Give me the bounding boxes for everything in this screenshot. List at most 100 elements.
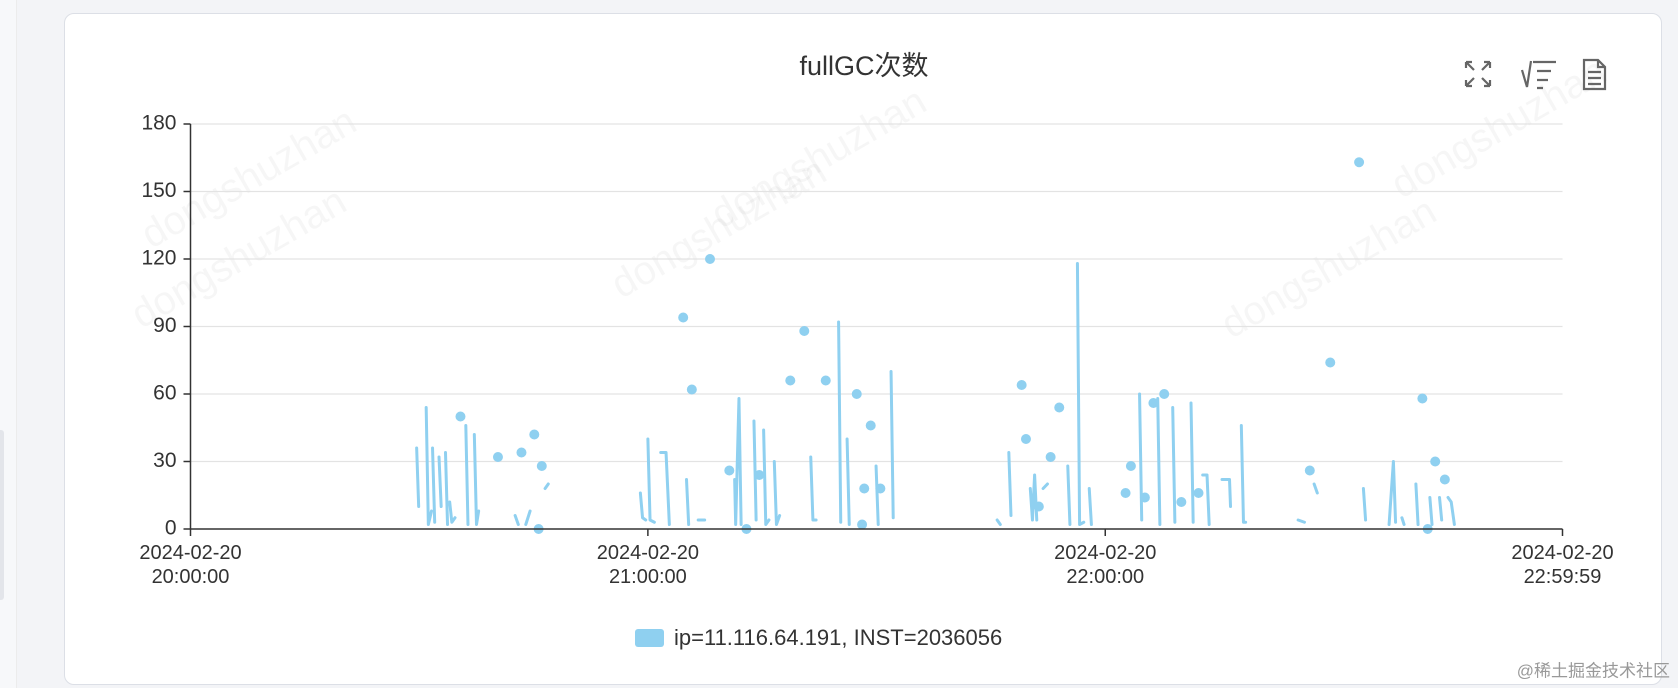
line-segment bbox=[752, 419, 758, 522]
line-segment bbox=[431, 446, 437, 524]
line-segment bbox=[437, 455, 443, 508]
chart-title: fullGC次数 bbox=[799, 51, 928, 81]
line-segment bbox=[472, 433, 481, 526]
line-segment bbox=[1189, 401, 1195, 524]
line-segment bbox=[1028, 473, 1039, 522]
line-segment bbox=[1312, 482, 1319, 495]
x-tick-label: 2024-02-20 22:59:59 bbox=[1511, 542, 1614, 588]
x-tick-label: 2024-02-20 21:00:00 bbox=[596, 542, 700, 588]
line-segment bbox=[874, 464, 880, 526]
data-point bbox=[1430, 456, 1441, 467]
data-point bbox=[1193, 488, 1204, 498]
line-segment bbox=[845, 437, 851, 526]
line-segment bbox=[448, 500, 457, 524]
y-tick-label: 90 bbox=[153, 314, 176, 337]
grid bbox=[190, 123, 1563, 463]
data-point bbox=[455, 411, 466, 422]
data-point bbox=[678, 312, 689, 323]
line-segment bbox=[1087, 487, 1093, 526]
data-point bbox=[820, 375, 831, 386]
line-segment bbox=[685, 478, 691, 526]
data-point bbox=[1139, 492, 1150, 503]
sidebar bbox=[0, 0, 17, 688]
sidebar-handle[interactable] bbox=[0, 430, 4, 600]
line-segment bbox=[1138, 392, 1144, 522]
data-point bbox=[1020, 434, 1031, 444]
line-segment bbox=[1075, 262, 1086, 526]
line-segment bbox=[1387, 460, 1398, 526]
y-tick-label: 0 bbox=[165, 517, 177, 540]
line-segment bbox=[1400, 516, 1406, 526]
sort-button[interactable] bbox=[1520, 60, 1556, 90]
axes: 0 30 60 90 120 150 180 bbox=[141, 112, 1564, 540]
line-segment bbox=[1041, 482, 1049, 490]
data-point bbox=[1417, 393, 1428, 404]
data-point bbox=[857, 519, 868, 530]
line-segment bbox=[733, 397, 743, 526]
line-segment bbox=[1438, 496, 1444, 522]
line-segment bbox=[995, 518, 1002, 526]
legend[interactable]: ip=11.116.64.191, INST=2036056 bbox=[635, 625, 1002, 650]
data-point bbox=[516, 447, 527, 458]
y-tick-label: 60 bbox=[153, 382, 176, 405]
line-segment bbox=[1296, 518, 1306, 524]
data-point bbox=[865, 420, 876, 431]
data-point bbox=[1304, 465, 1315, 476]
legend-swatch[interactable] bbox=[635, 629, 664, 647]
line-segment bbox=[543, 482, 550, 490]
toolbox bbox=[1464, 58, 1607, 91]
data-point bbox=[492, 452, 503, 462]
line-segment bbox=[415, 446, 421, 508]
data-point bbox=[859, 483, 870, 494]
line-segment bbox=[889, 370, 895, 520]
data-point bbox=[754, 470, 765, 480]
line-segment bbox=[424, 406, 434, 526]
line-segment bbox=[443, 451, 450, 526]
line-segment bbox=[659, 451, 671, 526]
data-point bbox=[1016, 380, 1027, 390]
data-point bbox=[1045, 452, 1056, 462]
data-point bbox=[799, 326, 810, 336]
line-segment bbox=[464, 424, 470, 526]
line-segment bbox=[762, 428, 771, 526]
line-segment bbox=[837, 320, 843, 524]
watermark: dongshuzhan bbox=[1384, 49, 1614, 207]
line-segment bbox=[1066, 464, 1072, 526]
data-point bbox=[1120, 488, 1131, 498]
line-segment bbox=[1239, 424, 1248, 524]
plot-area bbox=[415, 157, 1456, 534]
y-tick-label: 150 bbox=[141, 179, 176, 202]
line-segment bbox=[1414, 482, 1420, 526]
data-point bbox=[529, 429, 540, 440]
y-tick-label: 180 bbox=[141, 112, 176, 135]
line-segment bbox=[646, 437, 656, 524]
data-point bbox=[1176, 497, 1187, 507]
line-segment bbox=[1361, 487, 1368, 522]
data-point bbox=[785, 375, 796, 386]
data-view-button[interactable] bbox=[1582, 58, 1607, 91]
data-point bbox=[1354, 157, 1365, 168]
data-point bbox=[1125, 461, 1136, 471]
data-point bbox=[705, 254, 716, 264]
watermark: dongshuzhan bbox=[704, 79, 934, 237]
legend-label[interactable]: ip=11.116.64.191, INST=2036056 bbox=[674, 625, 1002, 650]
fullscreen-button[interactable] bbox=[1464, 60, 1492, 88]
watermarks: dongshuzhan dongshuzhan dongshuzhandongshu… bbox=[124, 49, 1614, 347]
data-point bbox=[875, 483, 886, 494]
data-point bbox=[1054, 402, 1065, 413]
watermark: dongshuzhan bbox=[1214, 189, 1444, 347]
line-segment bbox=[1171, 406, 1177, 524]
line-segment bbox=[1201, 473, 1211, 526]
y-tick-label: 120 bbox=[141, 247, 176, 270]
line-segment bbox=[1428, 496, 1434, 526]
x-tick-label: 2024-02-20 22:00:00 bbox=[1054, 542, 1157, 588]
line-segment bbox=[1156, 397, 1162, 526]
data-point bbox=[724, 465, 735, 476]
data-point bbox=[536, 461, 547, 471]
data-point bbox=[1148, 398, 1159, 408]
line-segment bbox=[1446, 496, 1456, 526]
x-tick-label: 2024-02-20 20:00:00 bbox=[139, 542, 242, 588]
line-segment bbox=[1007, 451, 1013, 517]
